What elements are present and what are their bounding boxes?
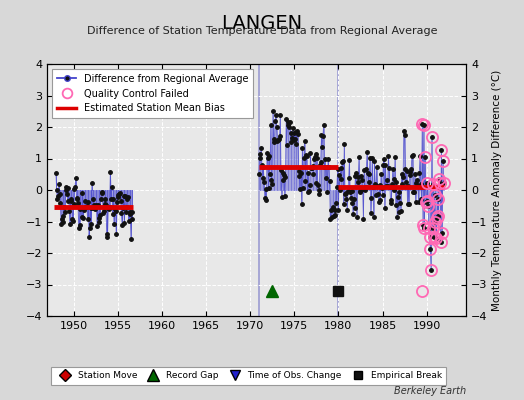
Legend: Station Move, Record Gap, Time of Obs. Change, Empirical Break: Station Move, Record Gap, Time of Obs. C… — [51, 367, 446, 385]
Text: Difference of Station Temperature Data from Regional Average: Difference of Station Temperature Data f… — [87, 26, 437, 36]
Legend: Difference from Regional Average, Quality Control Failed, Estimated Station Mean: Difference from Regional Average, Qualit… — [52, 69, 254, 118]
Text: Berkeley Earth: Berkeley Earth — [394, 386, 466, 396]
Y-axis label: Monthly Temperature Anomaly Difference (°C): Monthly Temperature Anomaly Difference (… — [492, 69, 502, 311]
Text: LANGEN: LANGEN — [222, 14, 302, 33]
